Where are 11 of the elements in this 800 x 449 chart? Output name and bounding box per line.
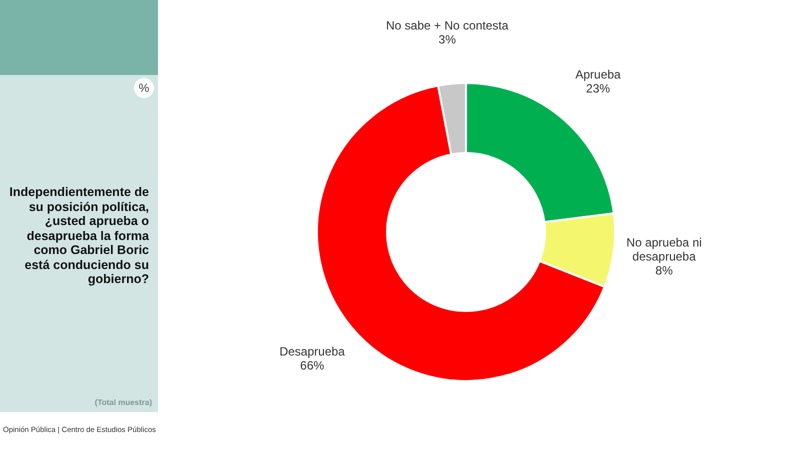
data-label: 66%: [300, 358, 324, 373]
data-label: 3%: [438, 32, 456, 47]
text: (Total muestra): [94, 398, 152, 407]
slice-label: Aprueba: [575, 68, 622, 82]
text: %: [134, 78, 154, 98]
slice-label: No sabe + No contesta: [386, 18, 509, 33]
slice-label: Desaprueba: [279, 344, 346, 359]
data-label: 23%: [586, 82, 610, 96]
text: Independientemente de su posición política, ¿usted aprueba o desaprueba la forma como Gabriel Boric está conduciendo su gobierno?: [8, 185, 149, 286]
data-label: 8%: [655, 263, 674, 278]
slice-label: No aprueba ni desaprueba: [626, 235, 702, 264]
